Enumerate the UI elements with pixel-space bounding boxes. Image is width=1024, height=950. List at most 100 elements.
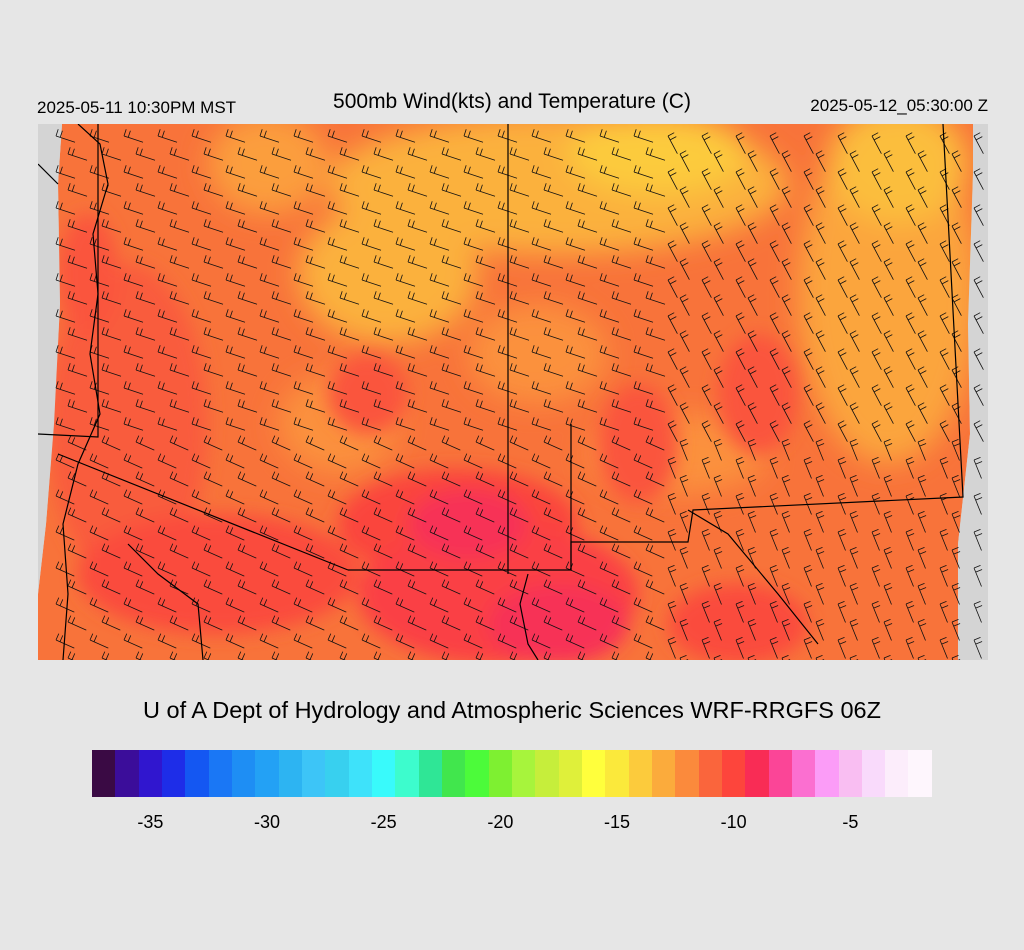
- wind-barb: [565, 381, 586, 395]
- wind-barb: [939, 348, 950, 370]
- wind-barb: [55, 201, 76, 215]
- wind-barb: [667, 204, 678, 226]
- wind-barb: [531, 417, 552, 431]
- wind-barb: [55, 345, 76, 359]
- wind-barb: [543, 291, 564, 305]
- model-credit: U of A Dept of Hydrology and Atmospheric…: [143, 697, 881, 723]
- wind-barb: [475, 615, 495, 631]
- wind-barb: [135, 327, 156, 341]
- wind-barb: [89, 525, 109, 541]
- wind-barb: [781, 475, 791, 497]
- wind-barb: [871, 204, 882, 226]
- wind-barb: [599, 165, 620, 179]
- wind-barb: [135, 255, 156, 269]
- wind-barb: [531, 633, 551, 649]
- wind-barb: [815, 655, 825, 660]
- wind-barb: [237, 147, 258, 161]
- wind-barb: [89, 417, 110, 431]
- wind-barb: [191, 345, 212, 359]
- wind-barb: [373, 327, 394, 341]
- wind-barb: [271, 507, 291, 523]
- wind-barb: [565, 201, 586, 215]
- wind-barb: [293, 489, 313, 505]
- wind-barb: [305, 507, 325, 523]
- wind-barb: [951, 439, 961, 461]
- wind-barb: [543, 435, 563, 451]
- wind-barb: [735, 348, 746, 370]
- wind-barb: [543, 147, 564, 161]
- wind-barb: [67, 219, 88, 233]
- wind-barb: [361, 165, 382, 179]
- wind-barb: [259, 381, 280, 395]
- wind-barb: [577, 147, 598, 161]
- wind-barb: [905, 132, 916, 154]
- wind-barb: [429, 561, 449, 577]
- wind-barb: [701, 420, 712, 442]
- wind-barb: [191, 129, 212, 143]
- wind-barb: [463, 309, 484, 323]
- wind-barb: [713, 150, 724, 172]
- wind-barb: [327, 201, 348, 215]
- wind-barb: [871, 240, 882, 262]
- wind-barb: [815, 475, 825, 497]
- wind-barb: [611, 183, 632, 197]
- wind-barb: [327, 309, 348, 323]
- wind-barb: [157, 309, 178, 323]
- wind-barb: [633, 381, 654, 395]
- wind-barb: [169, 507, 189, 523]
- wind-barb: [611, 579, 631, 595]
- wind-barb: [577, 543, 597, 559]
- wind-barb: [475, 183, 496, 197]
- colorbar-swatch: [161, 750, 186, 797]
- wind-barb: [441, 615, 461, 631]
- wind-barb: [565, 309, 586, 323]
- wind-barb: [475, 435, 495, 451]
- wind-barb: [611, 219, 632, 233]
- wind-barb: [55, 561, 75, 577]
- wind-barb: [395, 273, 416, 287]
- wind-barb: [973, 493, 983, 515]
- wind-barb: [769, 420, 780, 442]
- wind-barb: [667, 168, 678, 190]
- wind-barb: [293, 165, 314, 179]
- wind-barb: [339, 255, 360, 269]
- wind-barb: [849, 366, 860, 388]
- wind-barb: [55, 489, 75, 505]
- wind-barb: [135, 219, 156, 233]
- wind-barb: [577, 651, 586, 660]
- wind-barb: [599, 129, 620, 143]
- wind-barb: [169, 183, 190, 197]
- wind-barb: [849, 150, 860, 172]
- wind-barb: [259, 273, 280, 287]
- wind-barb: [939, 240, 950, 262]
- wind-barb: [701, 601, 711, 623]
- wind-barb: [475, 471, 495, 487]
- wind-barb: [157, 129, 178, 143]
- wind-barb: [905, 529, 915, 551]
- wind-barb: [543, 543, 563, 559]
- wind-barb: [441, 147, 462, 161]
- wind-barb: [837, 565, 847, 587]
- wind-barb: [543, 183, 564, 197]
- wind-barb: [361, 633, 381, 649]
- wind-barb: [939, 601, 949, 623]
- wind-barb: [917, 655, 927, 660]
- wind-barb: [633, 453, 653, 469]
- wind-barb: [203, 327, 224, 341]
- wind-barb: [259, 201, 280, 215]
- wind-barb: [531, 489, 551, 505]
- wind-barb: [973, 529, 983, 551]
- wind-barb: [815, 150, 826, 172]
- wind-barb: [815, 330, 826, 352]
- wind-barb: [225, 453, 245, 469]
- wind-barb: [67, 579, 87, 595]
- colorbar-swatch: [115, 750, 139, 797]
- wind-barb: [803, 348, 814, 370]
- wind-barb: [407, 183, 428, 197]
- wind-barb: [361, 273, 382, 287]
- wind-barb: [395, 525, 415, 541]
- wind-barb: [803, 132, 814, 154]
- wind-barb: [599, 453, 619, 469]
- map-title: 500mb Wind(kts) and Temperature (C): [333, 90, 691, 113]
- wind-barb: [565, 345, 586, 359]
